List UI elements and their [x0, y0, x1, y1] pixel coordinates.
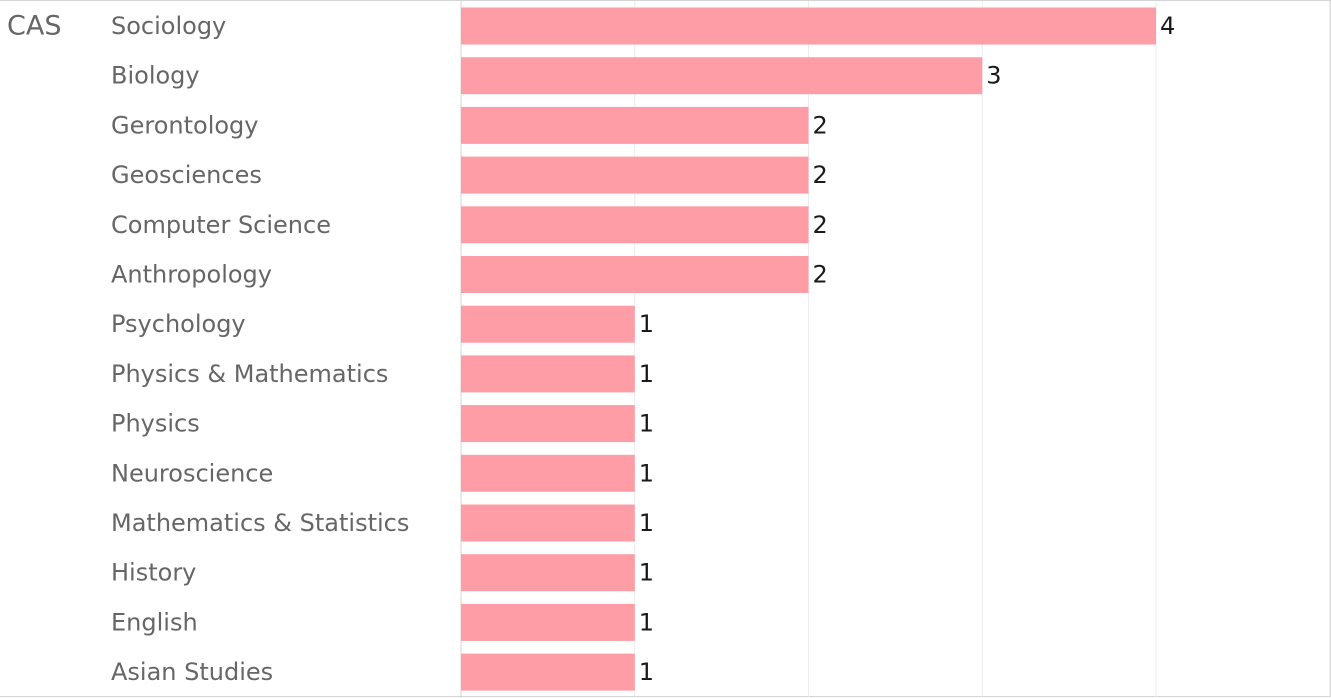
category-label: Physics — [111, 410, 200, 438]
bar-row: Neuroscience 1 — [111, 454, 654, 492]
bar[interactable] — [461, 156, 809, 194]
group-label: CAS — [7, 11, 61, 42]
bar-row: History 1 — [111, 554, 654, 592]
category-label: History — [111, 559, 196, 587]
value-label: 2 — [813, 211, 828, 239]
bar-row: Gerontology 2 — [111, 106, 828, 144]
bar[interactable] — [461, 7, 1156, 45]
bar-row: Sociology 4 — [111, 7, 1175, 45]
category-label: Neuroscience — [111, 459, 273, 487]
bar-row: Computer Science 2 — [111, 206, 828, 244]
bar[interactable] — [461, 603, 635, 641]
bar[interactable] — [461, 405, 635, 443]
value-label: 4 — [1160, 12, 1175, 40]
value-label: 1 — [639, 310, 654, 338]
value-label: 1 — [639, 559, 654, 587]
category-label: Mathematics & Statistics — [111, 509, 409, 537]
bar-row: Psychology 1 — [111, 305, 654, 343]
value-label: 1 — [639, 459, 654, 487]
bar[interactable] — [461, 504, 635, 542]
bar-row: Asian Studies 1 — [111, 653, 654, 691]
value-label: 1 — [639, 608, 654, 636]
value-label: 2 — [813, 161, 828, 189]
bar-row: Physics & Mathematics 1 — [111, 355, 654, 393]
value-label: 3 — [986, 62, 1001, 90]
bar-row: Physics 1 — [111, 405, 654, 443]
value-label: 2 — [813, 261, 828, 289]
category-label: Sociology — [111, 12, 226, 40]
bar[interactable] — [461, 106, 809, 144]
value-label: 1 — [639, 509, 654, 537]
bar[interactable] — [461, 57, 983, 95]
bar[interactable] — [461, 653, 635, 691]
category-label: Asian Studies — [111, 658, 273, 686]
value-label: 1 — [639, 360, 654, 388]
bar[interactable] — [461, 355, 635, 393]
bar[interactable] — [461, 305, 635, 343]
category-label: Biology — [111, 62, 200, 90]
category-label: Physics & Mathematics — [111, 360, 388, 388]
bar-row: Geosciences 2 — [111, 156, 828, 194]
category-label: Geosciences — [111, 161, 262, 189]
bar-row: Mathematics & Statistics 1 — [111, 504, 654, 542]
bar[interactable] — [461, 454, 635, 492]
category-label: English — [111, 608, 198, 636]
value-label: 1 — [639, 410, 654, 438]
value-label: 1 — [639, 658, 654, 686]
bar-row: Biology 3 — [111, 57, 1002, 95]
category-label: Psychology — [111, 310, 246, 338]
gridlines — [634, 1, 1331, 698]
bar[interactable] — [461, 554, 635, 592]
category-label: Computer Science — [111, 211, 331, 239]
value-label: 2 — [813, 111, 828, 139]
bar-row: Anthropology 2 — [111, 256, 828, 293]
category-label: Anthropology — [111, 261, 272, 289]
bar[interactable] — [461, 206, 809, 244]
category-label: Gerontology — [111, 111, 258, 139]
bar-row: English 1 — [111, 603, 654, 641]
bar[interactable] — [461, 256, 809, 293]
